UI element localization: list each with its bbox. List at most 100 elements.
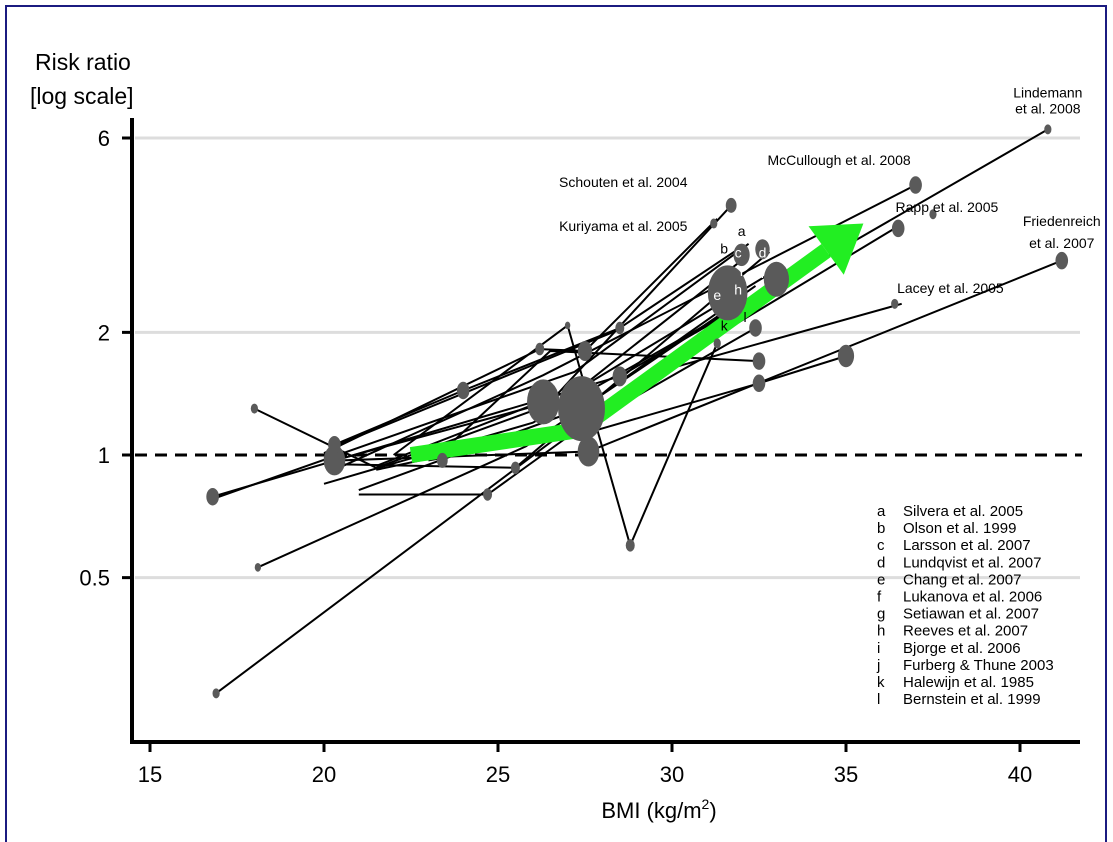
study-annotation: et al. 2007 — [1029, 235, 1095, 251]
study-point — [1044, 124, 1052, 135]
study-line — [257, 299, 743, 569]
legend-label: Setiawan et al. 2007 — [903, 606, 1039, 623]
letter-mark: b — [720, 241, 728, 257]
study-point — [323, 445, 346, 476]
trend-arrow-head — [808, 223, 864, 275]
study-line — [337, 327, 624, 446]
study-point — [752, 374, 766, 393]
study-point — [527, 379, 560, 425]
axes: 15 20 25 30 35 40 0.5 1 2 6 — [79, 118, 1080, 787]
study-point — [755, 239, 770, 260]
x-tick-label: 40 — [1008, 762, 1032, 787]
study-annotation: Lacey et al. 2005 — [897, 280, 1004, 296]
study-line — [215, 227, 896, 695]
legend-label: Larsson et al. 2007 — [903, 537, 1031, 554]
legend-key: i — [877, 640, 880, 657]
letter-mark: e — [713, 287, 721, 303]
x-axis-title: BMI (kg/m2) — [601, 796, 716, 823]
legend-key: c — [877, 537, 885, 554]
letter-mark: h — [734, 281, 742, 297]
y-axis-title-line2: [log scale] — [30, 83, 134, 109]
study-point — [725, 197, 737, 213]
study-point — [577, 341, 593, 362]
study-point — [837, 344, 855, 368]
legend-label: Lukanova et al. 2006 — [903, 589, 1042, 606]
legend-label: Furberg & Thune 2003 — [903, 657, 1054, 674]
letter-mark: i — [761, 265, 764, 281]
study-line — [333, 184, 917, 471]
study-point — [749, 319, 762, 337]
y-tick-label: 1 — [98, 443, 110, 468]
study-point — [254, 562, 262, 572]
study-annotation: Rapp et al. 2005 — [896, 199, 999, 215]
letter-mark: a — [738, 223, 746, 239]
study-line — [323, 218, 718, 455]
legend-label: Halewijn et al. 1985 — [903, 674, 1034, 691]
legend-label: Reeves et al. 2007 — [903, 623, 1028, 640]
study-point — [612, 366, 627, 387]
legend-label: Bernstein et al. 1999 — [903, 691, 1041, 708]
study-point — [558, 376, 605, 442]
study-point — [713, 338, 721, 349]
study-annotation: Friedenreich — [1023, 213, 1101, 229]
study-annotation: et al. 2008 — [1015, 100, 1081, 116]
study-point — [456, 381, 470, 400]
study-annotation: Schouten et al. 2004 — [559, 174, 688, 190]
study-line — [253, 254, 750, 469]
x-tick-label: 30 — [660, 762, 684, 787]
study-point — [206, 487, 219, 506]
y-tick-label: 2 — [98, 320, 110, 345]
legend-label: Chang et al. 2007 — [903, 571, 1021, 588]
legend-key: f — [877, 589, 882, 606]
legend-key: b — [877, 520, 885, 537]
study-point — [752, 352, 766, 370]
study-point — [625, 539, 635, 552]
study-point — [564, 321, 571, 330]
legend: a Silvera et al. 2005 b Olson et al. 1999 c L… — [876, 503, 1054, 708]
x-tick-label: 15 — [138, 762, 162, 787]
y-axis-title-line1: Risk ratio — [35, 49, 131, 75]
study-annotation: Kuriyama et al. 2005 — [559, 218, 688, 234]
x-axis-title-close: ) — [709, 798, 716, 823]
legend-key: h — [877, 623, 885, 640]
study-points — [206, 124, 1069, 699]
legend-label: Olson et al. 1999 — [903, 520, 1016, 537]
y-tick-label: 0.5 — [79, 566, 110, 591]
study-point — [733, 243, 750, 267]
study-point — [577, 436, 600, 467]
study-point — [707, 265, 748, 321]
y-tick-label: 6 — [98, 126, 110, 151]
study-point — [328, 435, 341, 454]
letter-mark: c — [735, 245, 742, 261]
study-annotation: McCullough et al. 2008 — [767, 152, 910, 168]
legend-key: j — [876, 657, 880, 674]
study-point — [710, 218, 718, 229]
study-line — [393, 323, 719, 549]
letter-mark: f — [740, 263, 744, 279]
letter-mark: d — [759, 245, 767, 261]
study-point — [615, 321, 625, 335]
study-point — [891, 219, 905, 238]
legend-label: Lundqvist et al. 2007 — [903, 554, 1041, 571]
study-point — [891, 298, 899, 309]
x-axis-title-main: BMI (kg/m — [601, 798, 701, 823]
legend-label: Bjorge et al. 2006 — [903, 640, 1021, 657]
study-point — [436, 452, 448, 468]
letter-mark: l — [744, 309, 747, 325]
x-axis-title-sup: 2 — [702, 796, 710, 812]
legend-key: a — [877, 503, 886, 520]
x-tick-label: 35 — [834, 762, 858, 787]
legend-key: e — [877, 571, 885, 588]
study-point — [510, 461, 520, 475]
x-tick-label: 25 — [486, 762, 510, 787]
study-point — [909, 176, 922, 194]
study-point — [763, 261, 790, 297]
x-tick-label: 20 — [312, 762, 336, 787]
legend-label: Silvera et al. 2005 — [903, 503, 1023, 520]
legend-key: d — [877, 554, 885, 571]
legend-key: l — [877, 691, 880, 708]
study-point — [535, 342, 545, 356]
study-point — [1055, 251, 1069, 270]
